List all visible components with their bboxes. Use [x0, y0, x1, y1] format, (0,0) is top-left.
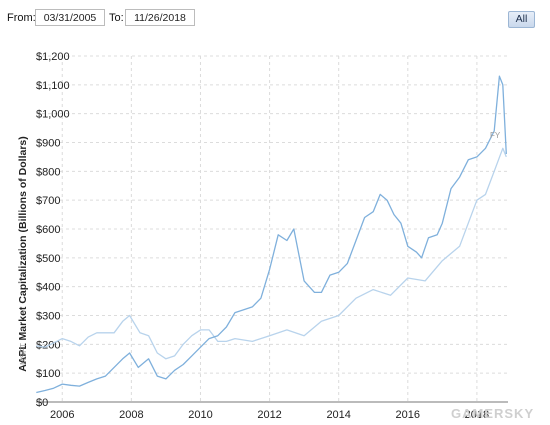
- y-tick-label: $400: [36, 282, 60, 294]
- x-tick-label: 2012: [257, 409, 281, 421]
- x-tick-label: 2016: [396, 409, 420, 421]
- y-tick-label: $0: [36, 397, 48, 409]
- y-tick-label: $500: [36, 253, 60, 265]
- all-range-button[interactable]: All: [508, 11, 535, 28]
- fy-tag: FY: [490, 131, 501, 140]
- y-tick-label: $300: [36, 311, 60, 323]
- from-date-input[interactable]: [35, 9, 105, 26]
- market-cap-chart: $0$100$200$300$400$500$600$700$800$900$1…: [17, 51, 534, 421]
- x-axis-ticks: 2006 2008 2010 2012 2014 2016 2018: [50, 409, 489, 421]
- y-tick-label: $100: [36, 368, 60, 380]
- y-axis-ticks: $0$100$200$300$400$500$600$700$800$900$1…: [36, 51, 70, 409]
- x-tick-label: 2018: [465, 409, 489, 421]
- series-line-msft: [36, 147, 507, 360]
- y-tick-label: $800: [36, 166, 60, 178]
- x-tick-label: 2010: [188, 409, 212, 421]
- series-lines: [36, 75, 507, 394]
- y-tick-label: $900: [36, 138, 60, 150]
- y-tick-label: $600: [36, 224, 60, 236]
- y-tick-label: $700: [36, 195, 60, 207]
- y-tick-label: $1,200: [36, 51, 70, 63]
- grid: [36, 55, 508, 403]
- msft-series-tag: MSFT: [19, 343, 28, 365]
- to-label: To:: [109, 12, 124, 24]
- x-tick-label: 2014: [326, 409, 350, 421]
- y-tick-label: $1,100: [36, 80, 70, 92]
- watermark-text: GAMERSKY: [451, 406, 534, 421]
- y-tick-label: $1,000: [36, 109, 70, 121]
- x-tick-label: 2008: [119, 409, 143, 421]
- date-range-controls: From: To: All: [0, 0, 550, 34]
- to-date-input[interactable]: [125, 9, 195, 26]
- from-label: From:: [7, 12, 36, 24]
- x-tick-label: 2006: [50, 409, 74, 421]
- series-line-aapl: [36, 75, 507, 394]
- y-axis-label: AAPL Market Capitalization (Billions of …: [17, 136, 29, 372]
